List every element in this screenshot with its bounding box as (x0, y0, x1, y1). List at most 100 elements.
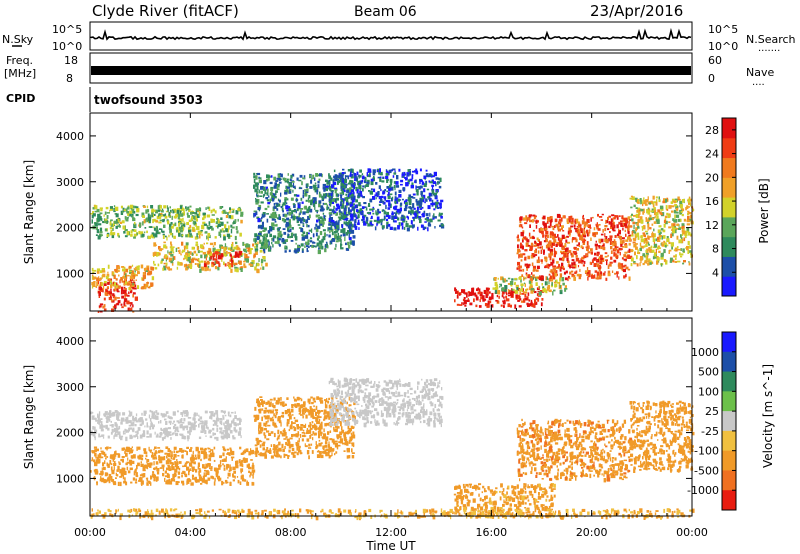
scatter-cell (591, 273, 593, 276)
scatter-cell (256, 450, 259, 453)
scatter-cell (574, 221, 577, 225)
scatter-cell (501, 287, 504, 291)
scatter-cell (344, 236, 346, 242)
power-colorbar-cell (722, 137, 736, 159)
scatter-cell (282, 202, 286, 206)
scatter-cell (540, 249, 543, 254)
scatter-cell (284, 454, 288, 457)
scatter-cell (132, 460, 135, 464)
scatter-cell (158, 228, 162, 230)
scatter-cell (494, 290, 498, 294)
scatter-cell (190, 464, 193, 467)
scatter-cell (346, 248, 350, 251)
scatter-cell (429, 218, 433, 223)
scatter-cell (605, 259, 608, 261)
scatter-cell (689, 218, 692, 222)
scatter-cell (163, 241, 166, 244)
scatter-cell (306, 231, 308, 236)
scatter-cell (253, 176, 257, 179)
scatter-cell (163, 218, 165, 222)
scatter-cell (203, 263, 207, 268)
scatter-cell (318, 191, 321, 196)
scatter-cell (415, 189, 419, 192)
scatter-cell (130, 230, 133, 234)
scatter-cell (416, 206, 419, 211)
scatter-cell (334, 237, 337, 240)
scatter-cell (162, 214, 166, 217)
scatter-cell (549, 233, 552, 239)
scatter-cell (502, 280, 505, 283)
scatter-cell (302, 407, 305, 412)
scatter-cell (271, 215, 276, 219)
scatter-cell (126, 231, 130, 236)
scatter-cell (534, 291, 537, 294)
scatter-cell (347, 169, 351, 172)
scatter-cell (293, 417, 296, 420)
scatter-cell (340, 201, 342, 206)
scatter-cell (198, 474, 202, 477)
scatter-cell (353, 195, 356, 201)
scatter-cell (318, 433, 321, 439)
scatter-cell (627, 224, 630, 228)
scatter-cell (687, 212, 689, 216)
scatter-cell (526, 217, 529, 219)
scatter-cell (106, 273, 110, 277)
scatter-cell (650, 210, 654, 213)
scatter-cell (530, 254, 534, 259)
scatter-cell (216, 471, 219, 474)
scatter-cell (456, 291, 458, 294)
scatter-cell (671, 229, 673, 231)
scatter-cell (292, 452, 295, 456)
scatter-cell (171, 226, 174, 229)
scatter-cell (95, 469, 98, 474)
scatter-cell (129, 462, 133, 466)
scatter-cell (151, 455, 155, 458)
scatter-cell (313, 408, 316, 412)
scatter-cell (553, 253, 556, 258)
scatter-cell (640, 200, 642, 205)
scatter-cell (297, 431, 300, 436)
scatter-cell (117, 300, 121, 304)
scatter-cell (322, 212, 325, 215)
scatter-cell (155, 450, 157, 453)
scatter-cell (163, 267, 167, 271)
scatter-cell (277, 203, 279, 206)
scatter-cell (649, 260, 653, 263)
scatter-cell (380, 198, 383, 202)
scatter-cell (205, 472, 207, 476)
scatter-cell (376, 222, 379, 225)
scatter-cell (199, 468, 201, 472)
scatter-cell (384, 189, 387, 192)
scatter-cell (117, 219, 120, 223)
scatter-cell (539, 290, 544, 292)
scatter-cell (197, 450, 201, 454)
scatter-cell (120, 290, 123, 295)
scatter-cell (147, 235, 151, 240)
scatter-cell (193, 461, 196, 465)
scatter-cell (214, 477, 216, 482)
scatter-cell (426, 217, 429, 220)
scatter-cell (464, 304, 467, 307)
scatter-cell (607, 216, 609, 220)
scatter-cell (248, 252, 250, 255)
scatter-cell (253, 212, 257, 217)
scatter-cell (131, 276, 134, 280)
scatter-cell (404, 205, 408, 209)
power-colorbar-cell (722, 118, 736, 139)
scatter-cell (602, 243, 605, 247)
scatter-cell (419, 181, 421, 185)
scatter-cell (367, 174, 371, 178)
scatter-cell (659, 211, 662, 215)
scatter-cell (261, 408, 264, 411)
scatter-cell (169, 251, 173, 254)
scatter-cell (218, 479, 221, 482)
scatter-cell (94, 452, 97, 457)
scatter-cell (522, 239, 524, 243)
scatter-cell (596, 271, 600, 276)
scatter-cell (368, 203, 371, 206)
scatter-cell (283, 177, 287, 181)
scatter-cell (166, 205, 169, 209)
scatter-cell (635, 243, 638, 245)
scatter-cell (145, 267, 148, 272)
scatter-cell (432, 181, 436, 184)
